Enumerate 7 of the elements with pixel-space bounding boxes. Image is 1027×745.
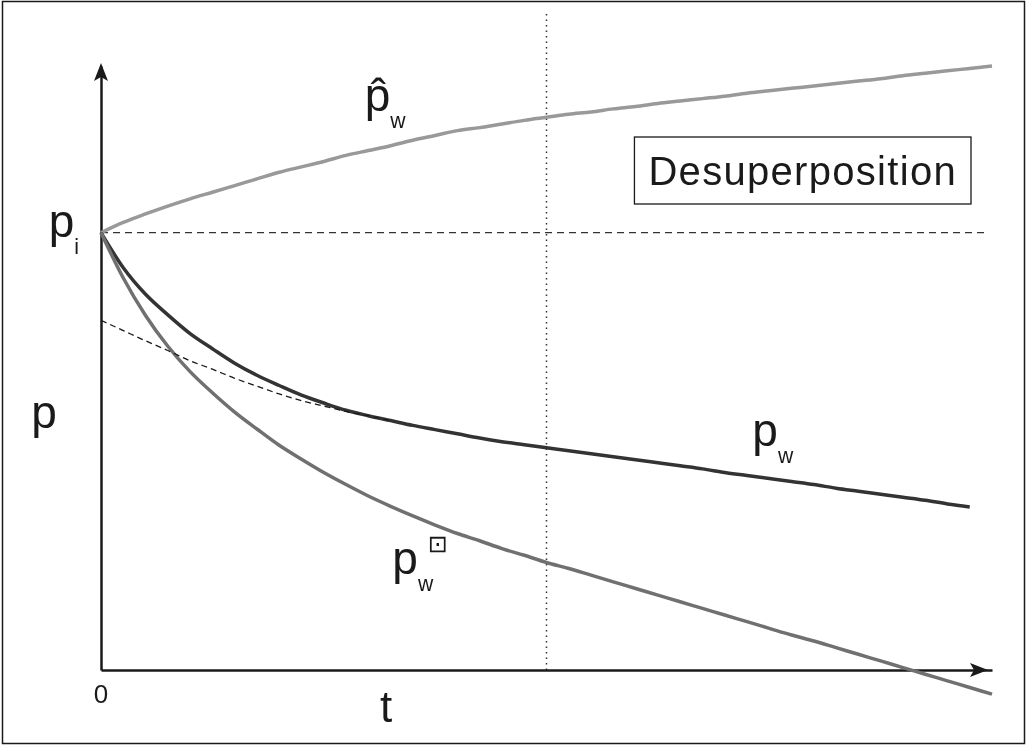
series-label: p̂$_{w}$ [364, 69, 407, 132]
series-label: p$_{w}$ [752, 404, 794, 467]
annotation: Desuperposition [648, 149, 957, 193]
y-axis-title: p [31, 386, 57, 438]
annotation: 0 [93, 679, 109, 709]
ref-line-label: p$_{i}$ [48, 194, 79, 258]
x-axis-title: t [380, 682, 393, 731]
